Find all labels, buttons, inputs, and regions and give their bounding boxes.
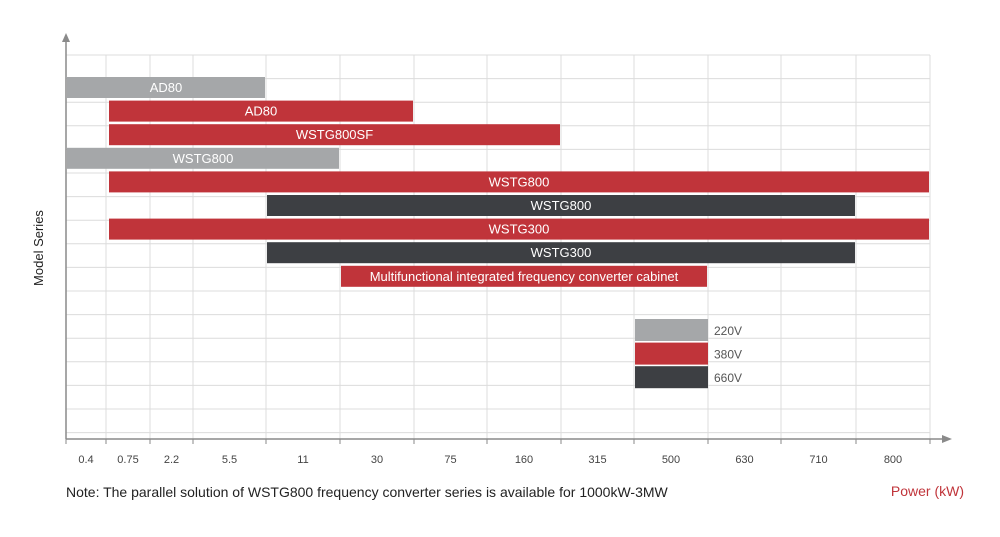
x-tick-label: 11 — [297, 454, 308, 466]
legend-swatch — [635, 319, 708, 341]
bar-label: WSTG300 — [489, 222, 550, 237]
axes — [62, 33, 952, 444]
x-axis-arrow-icon — [942, 435, 952, 443]
legend-swatch — [635, 366, 708, 389]
bar — [109, 171, 929, 193]
x-tick-label: 5.5 — [222, 454, 237, 466]
x-tick-label: 0.75 — [117, 454, 138, 466]
bar — [109, 218, 929, 240]
x-axis-label: Power (kW) — [890, 483, 964, 499]
bar-label: AD80 — [245, 104, 278, 119]
bar — [341, 265, 707, 287]
bar-label: WSTG800SF — [296, 127, 373, 142]
x-tick-label: 75 — [444, 454, 456, 466]
x-tick-label: 630 — [735, 454, 753, 466]
bar-label: AD80 — [150, 80, 183, 95]
legend-label: 660V — [714, 371, 742, 385]
bar-label: WSTG800 — [489, 174, 550, 189]
legend: 220V 380V 660V — [635, 319, 742, 389]
x-tick-label: 800 — [884, 454, 902, 466]
bar-label: Multifunctional integrated frequency con… — [370, 269, 679, 284]
x-tick-label: 315 — [588, 454, 606, 466]
bar-label: WSTG800 — [531, 198, 592, 213]
bar-label: WSTG300 — [531, 245, 592, 260]
bar-label: WSTG800 — [173, 151, 234, 166]
x-tick-label: 500 — [662, 454, 680, 466]
y-axis-arrow-icon — [62, 33, 70, 42]
y-axis-label: Model Series — [31, 210, 46, 286]
x-tick-label: 710 — [809, 454, 827, 466]
legend-label: 380V — [714, 348, 742, 362]
bar — [267, 242, 855, 264]
legend-label: 220V — [714, 324, 742, 338]
bar — [67, 147, 339, 169]
x-tick-label: 160 — [515, 454, 533, 466]
x-tick-labels: 0.4 0.75 2.2 5.5 11 30 75 160 315 500 630 710 800 — [78, 454, 902, 466]
bar — [109, 124, 560, 146]
legend-swatch — [635, 342, 708, 365]
bars: AD80 AD80 WSTG800SF WSTG800 WSTG800 WSTG800 WS… — [67, 77, 929, 287]
footnote: Note: The parallel solution of WSTG800 f… — [66, 484, 668, 500]
bar — [109, 100, 413, 122]
bar — [67, 77, 265, 98]
x-tick-label: 2.2 — [164, 454, 179, 466]
x-tick-label: 0.4 — [78, 454, 93, 466]
bar — [267, 195, 855, 216]
x-tick-label: 30 — [371, 454, 383, 466]
